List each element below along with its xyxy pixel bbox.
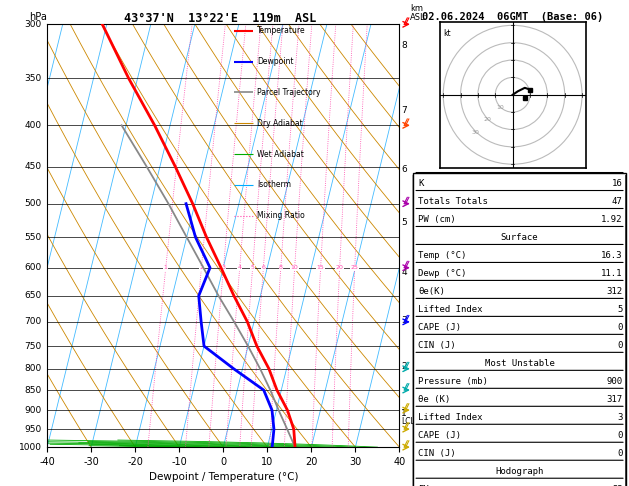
Text: Temperature: Temperature [257, 26, 306, 35]
Text: 0: 0 [617, 449, 623, 458]
Text: 350: 350 [25, 74, 42, 83]
Text: 312: 312 [606, 287, 623, 296]
Text: 317: 317 [606, 395, 623, 404]
Text: 6: 6 [401, 165, 407, 174]
Text: CAPE (J): CAPE (J) [418, 431, 461, 440]
Text: 2: 2 [199, 265, 203, 270]
Text: Hodograph: Hodograph [496, 467, 543, 476]
Text: Totals Totals: Totals Totals [418, 197, 488, 206]
Text: 8: 8 [401, 41, 407, 51]
Text: 3: 3 [617, 413, 623, 422]
Text: θe(K): θe(K) [418, 287, 445, 296]
Text: Parcel Trajectory: Parcel Trajectory [257, 88, 320, 97]
Text: 900: 900 [606, 377, 623, 386]
Text: 30: 30 [471, 130, 479, 135]
Text: 16: 16 [612, 179, 623, 188]
Text: 11.1: 11.1 [601, 269, 623, 278]
Text: 1000: 1000 [19, 443, 42, 451]
Text: 4: 4 [401, 268, 407, 277]
Text: 500: 500 [25, 199, 42, 208]
Text: Dewpoint: Dewpoint [257, 57, 293, 66]
Text: Lifted Index: Lifted Index [418, 413, 483, 422]
Text: 1: 1 [401, 409, 407, 418]
Text: Dry Adiabat: Dry Adiabat [257, 119, 303, 128]
Text: 900: 900 [25, 406, 42, 415]
Text: Most Unstable: Most Unstable [484, 359, 555, 368]
Text: Surface: Surface [501, 233, 538, 242]
Text: 5: 5 [401, 218, 407, 226]
Text: 1.92: 1.92 [601, 215, 623, 224]
Text: 43°37'N  13°22'E  119m  ASL: 43°37'N 13°22'E 119m ASL [124, 12, 316, 25]
Text: 47: 47 [612, 197, 623, 206]
Text: 2: 2 [401, 362, 407, 371]
Text: 300: 300 [25, 20, 42, 29]
Text: 0: 0 [617, 323, 623, 332]
Text: Pressure (mb): Pressure (mb) [418, 377, 488, 386]
Text: 10: 10 [496, 105, 504, 110]
Text: 6: 6 [262, 265, 265, 270]
Text: 450: 450 [25, 162, 42, 171]
Text: 7: 7 [401, 105, 407, 115]
Text: 02.06.2024  06GMT  (Base: 06): 02.06.2024 06GMT (Base: 06) [422, 12, 603, 22]
X-axis label: Dewpoint / Temperature (°C): Dewpoint / Temperature (°C) [148, 472, 298, 483]
Text: K: K [418, 179, 424, 188]
Text: 20: 20 [336, 265, 343, 270]
Text: 550: 550 [25, 233, 42, 242]
Text: 0: 0 [617, 431, 623, 440]
Text: Dewp (°C): Dewp (°C) [418, 269, 467, 278]
Text: 750: 750 [25, 342, 42, 350]
Text: 3: 3 [221, 265, 225, 270]
Text: Mixing Ratio (g/kg): Mixing Ratio (g/kg) [430, 199, 439, 272]
Text: CAPE (J): CAPE (J) [418, 323, 461, 332]
Text: 3: 3 [401, 316, 407, 325]
Text: 16.3: 16.3 [601, 251, 623, 260]
Text: 600: 600 [25, 263, 42, 272]
Text: 800: 800 [25, 364, 42, 373]
Text: Wet Adiabat: Wet Adiabat [257, 150, 304, 158]
Text: EH: EH [418, 485, 429, 486]
Text: 650: 650 [25, 291, 42, 300]
Text: 25: 25 [351, 265, 359, 270]
Text: Isotherm: Isotherm [257, 180, 291, 190]
Text: 5: 5 [251, 265, 255, 270]
Text: LCL: LCL [401, 417, 415, 426]
Text: 15: 15 [317, 265, 325, 270]
Text: CIN (J): CIN (J) [418, 449, 456, 458]
Text: CIN (J): CIN (J) [418, 341, 456, 350]
Text: 400: 400 [25, 121, 42, 130]
Text: 0: 0 [617, 341, 623, 350]
Text: 10: 10 [291, 265, 299, 270]
Text: 700: 700 [25, 317, 42, 327]
Text: hPa: hPa [30, 12, 47, 22]
Text: 950: 950 [25, 425, 42, 434]
Text: 5: 5 [617, 305, 623, 314]
Text: θe (K): θe (K) [418, 395, 450, 404]
Text: Mixing Ratio: Mixing Ratio [257, 211, 304, 220]
Text: PW (cm): PW (cm) [418, 215, 456, 224]
Text: 1: 1 [164, 265, 168, 270]
Text: km
ASL: km ASL [410, 4, 426, 22]
Text: kt: kt [443, 29, 451, 38]
Text: Lifted Index: Lifted Index [418, 305, 483, 314]
Text: 22: 22 [612, 485, 623, 486]
Text: 8: 8 [279, 265, 282, 270]
Text: 4: 4 [238, 265, 242, 270]
Text: 850: 850 [25, 385, 42, 395]
Text: Temp (°C): Temp (°C) [418, 251, 467, 260]
Text: 20: 20 [484, 117, 492, 122]
